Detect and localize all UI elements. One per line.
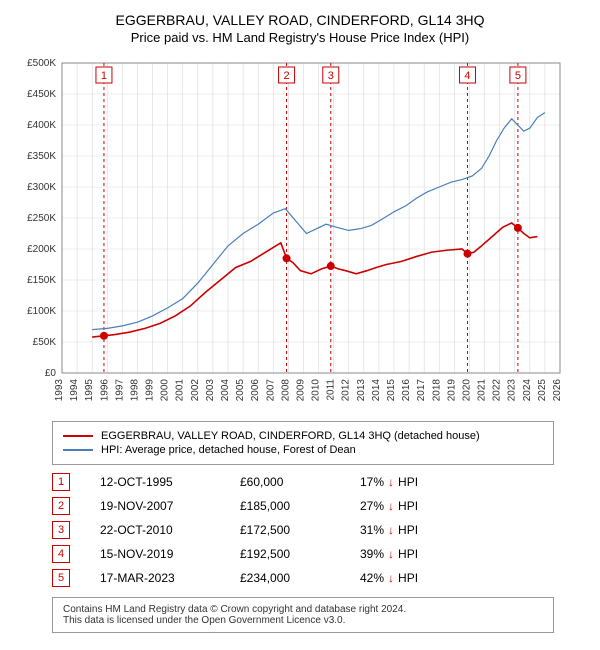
marker-badge: 3	[52, 521, 70, 539]
svg-text:4: 4	[464, 70, 470, 82]
footer-line1: Contains HM Land Registry data © Crown c…	[63, 604, 543, 615]
marker-badge: 4	[52, 545, 70, 563]
svg-text:£100K: £100K	[27, 306, 56, 317]
svg-text:1999: 1999	[145, 379, 156, 402]
svg-text:£250K: £250K	[27, 213, 56, 224]
svg-text:2024: 2024	[522, 379, 533, 402]
footer-attribution: Contains HM Land Registry data © Crown c…	[52, 597, 554, 633]
svg-text:£500K: £500K	[27, 58, 56, 69]
marker-price: £185,000	[240, 499, 330, 513]
marker-pct: 27% ↓ HPI	[360, 499, 470, 513]
svg-text:2023: 2023	[507, 379, 518, 402]
marker-price: £172,500	[240, 523, 330, 537]
svg-text:2025: 2025	[537, 379, 548, 402]
svg-text:2013: 2013	[356, 379, 367, 402]
marker-price: £192,500	[240, 547, 330, 561]
svg-text:£350K: £350K	[27, 151, 56, 162]
price-chart: 1993 1994 1995 1996 1997 1998 1999 2000 2001 2002…	[10, 53, 590, 413]
svg-text:2017: 2017	[416, 379, 427, 402]
marker-pct: 42% ↓ HPI	[360, 571, 470, 585]
legend-item: EGGERBRAU, VALLEY ROAD, CINDERFORD, GL14…	[63, 430, 543, 442]
marker-date: 22-OCT-2010	[100, 523, 210, 537]
marker-row: 4 15-NOV-2019 £192,500 39% ↓ HPI	[52, 545, 590, 563]
chart-svg: 1993 1994 1995 1996 1997 1998 1999 2000 2001 2002…	[10, 53, 570, 413]
svg-text:2010: 2010	[311, 379, 322, 402]
footer-line2: This data is licensed under the Open Gov…	[63, 615, 543, 626]
svg-text:1993: 1993	[54, 379, 65, 402]
svg-text:1994: 1994	[69, 379, 80, 402]
svg-text:£450K: £450K	[27, 89, 56, 100]
marker-row: 2 19-NOV-2007 £185,000 27% ↓ HPI	[52, 497, 590, 515]
svg-text:2022: 2022	[492, 379, 503, 402]
title-address: EGGERBRAU, VALLEY ROAD, CINDERFORD, GL14…	[10, 12, 590, 28]
marker-badge: 1	[52, 473, 70, 491]
svg-text:2004: 2004	[220, 379, 231, 402]
svg-text:2020: 2020	[461, 379, 472, 402]
svg-text:2009: 2009	[295, 379, 306, 402]
legend-label: HPI: Average price, detached house, Fore…	[101, 444, 356, 456]
marker-row: 1 12-OCT-1995 £60,000 17% ↓ HPI	[52, 473, 590, 491]
legend-label: EGGERBRAU, VALLEY ROAD, CINDERFORD, GL14…	[101, 430, 480, 442]
svg-text:1997: 1997	[114, 379, 125, 402]
svg-text:2016: 2016	[401, 379, 412, 402]
svg-text:1996: 1996	[99, 379, 110, 402]
marker-badge: 2	[52, 497, 70, 515]
legend-swatch	[63, 435, 93, 437]
svg-text:2002: 2002	[190, 379, 201, 402]
svg-text:2021: 2021	[477, 379, 488, 402]
svg-text:2001: 2001	[175, 379, 186, 402]
svg-text:1998: 1998	[129, 379, 140, 402]
svg-text:2011: 2011	[326, 379, 337, 401]
marker-row: 5 17-MAR-2023 £234,000 42% ↓ HPI	[52, 569, 590, 587]
marker-price: £60,000	[240, 475, 330, 489]
svg-text:£0: £0	[45, 368, 57, 379]
svg-text:2006: 2006	[250, 379, 261, 402]
svg-text:3: 3	[328, 70, 334, 82]
svg-text:2014: 2014	[371, 379, 382, 402]
marker-table: 1 12-OCT-1995 £60,000 17% ↓ HPI 2 19-NOV-2007…	[52, 473, 590, 587]
svg-text:2026: 2026	[552, 379, 563, 402]
marker-badge: 5	[52, 569, 70, 587]
svg-text:2018: 2018	[431, 379, 442, 402]
svg-text:£50K: £50K	[33, 337, 57, 348]
legend-item: HPI: Average price, detached house, Fore…	[63, 444, 543, 456]
svg-text:£200K: £200K	[27, 244, 56, 255]
marker-date: 17-MAR-2023	[100, 571, 210, 585]
svg-text:£150K: £150K	[27, 275, 56, 286]
title-subtitle: Price paid vs. HM Land Registry's House …	[10, 30, 590, 45]
svg-text:£300K: £300K	[27, 182, 56, 193]
marker-date: 19-NOV-2007	[100, 499, 210, 513]
svg-text:2: 2	[283, 70, 289, 82]
legend-swatch	[63, 449, 93, 451]
svg-text:1: 1	[101, 70, 107, 82]
marker-date: 12-OCT-1995	[100, 475, 210, 489]
svg-text:2003: 2003	[205, 379, 216, 402]
legend: EGGERBRAU, VALLEY ROAD, CINDERFORD, GL14…	[52, 421, 554, 465]
svg-text:£400K: £400K	[27, 120, 56, 131]
marker-pct: 31% ↓ HPI	[360, 523, 470, 537]
svg-text:5: 5	[515, 70, 521, 82]
svg-text:2008: 2008	[280, 379, 291, 402]
marker-pct: 39% ↓ HPI	[360, 547, 470, 561]
marker-price: £234,000	[240, 571, 330, 585]
svg-text:1995: 1995	[84, 379, 95, 402]
svg-text:2015: 2015	[386, 379, 397, 402]
marker-date: 15-NOV-2019	[100, 547, 210, 561]
svg-text:2005: 2005	[235, 379, 246, 402]
svg-text:2019: 2019	[446, 379, 457, 402]
svg-text:2007: 2007	[265, 379, 276, 402]
svg-text:2012: 2012	[341, 379, 352, 402]
marker-row: 3 22-OCT-2010 £172,500 31% ↓ HPI	[52, 521, 590, 539]
svg-text:2000: 2000	[160, 379, 171, 402]
marker-pct: 17% ↓ HPI	[360, 475, 470, 489]
